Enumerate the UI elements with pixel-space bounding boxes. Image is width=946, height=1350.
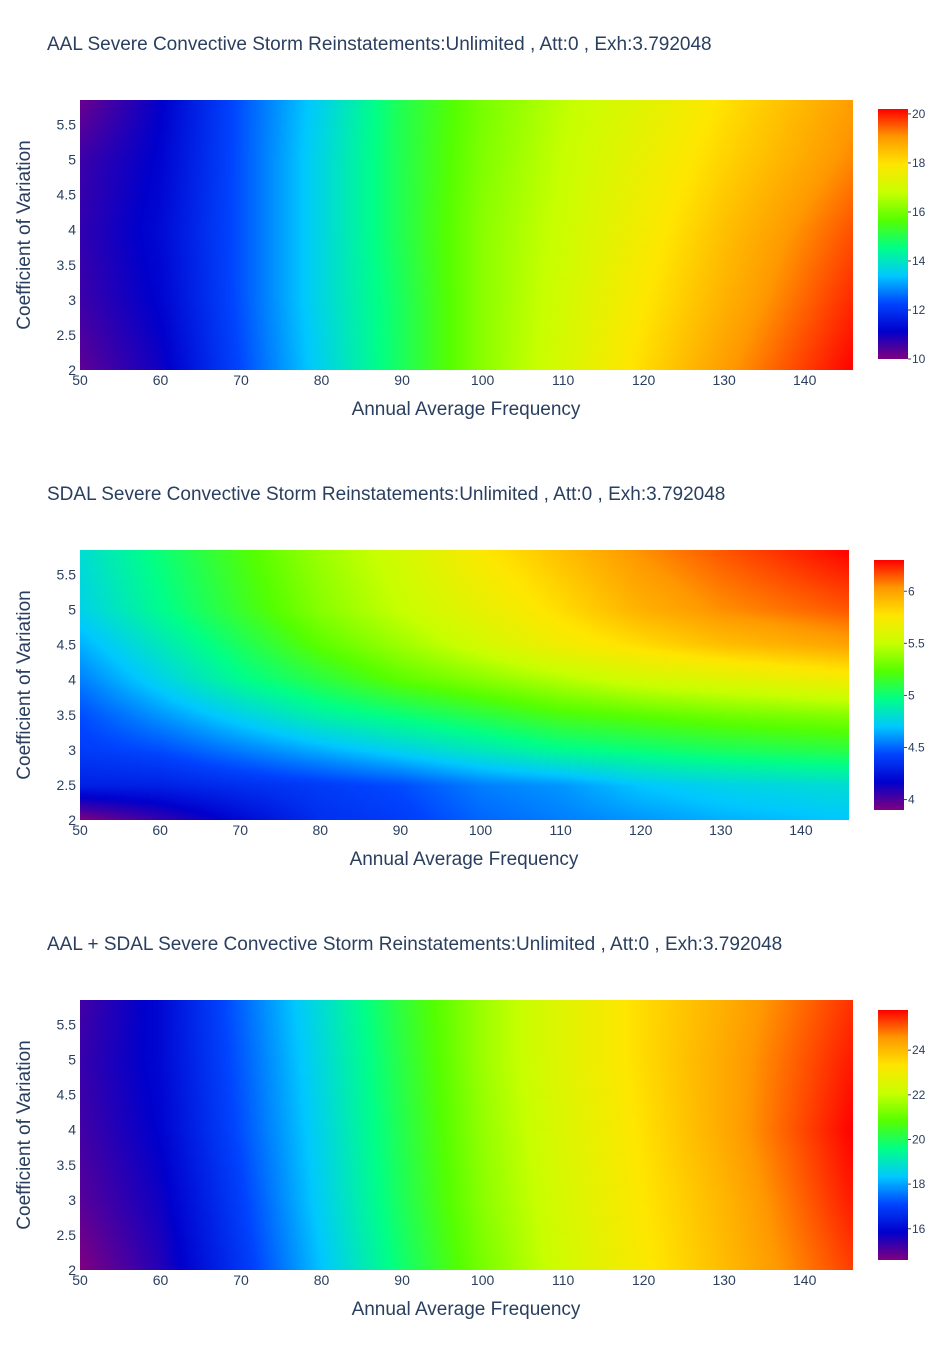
x-tick-label: 90 [394,372,410,388]
x-tick-label: 130 [709,822,733,838]
y-tick-label: 3.5 [57,707,77,723]
heatmap-surface [80,550,849,820]
x-tick-label: 90 [394,1272,410,1288]
y-tick-label: 4 [68,222,76,238]
colorbar-tick-label: 16 [912,1222,926,1236]
x-tick-label: 70 [232,822,248,838]
colorbar-tick-label: 5.5 [908,636,925,650]
x-axis-label: Annual Average Frequency [352,399,581,420]
colorbar-ticks: 10 12 14 16 18 20 [908,107,926,366]
y-tick-label: 4 [68,672,76,688]
x-tick-label: 130 [712,1272,736,1288]
colorbar-tick-label: 5 [908,688,915,702]
colorbar-tick-label: 4.5 [908,741,925,755]
colorbar-tick-label: 12 [912,303,926,317]
y-tick-label: 2 [68,812,76,828]
x-tick-label: 50 [72,372,88,388]
y-tick-label: 3 [68,742,76,758]
x-tick-label: 140 [793,1272,817,1288]
chart-title: AAL Severe Convective Storm Reinstatemen… [47,34,712,55]
y-axis-ticks: 2 2.5 3 3.5 4 4.5 5 5.5 [57,567,77,828]
y-tick-label: 3.5 [57,1157,77,1173]
x-tick-label: 70 [233,1272,249,1288]
heatmap-surface [80,1000,853,1270]
y-axis-label: Coefficient of Variation [14,590,35,779]
heatmap-surface [80,100,853,370]
y-tick-label: 5.5 [57,567,77,583]
x-axis-label: Annual Average Frequency [350,849,579,870]
x-tick-label: 120 [632,1272,656,1288]
colorbar-tick-label: 10 [912,352,926,366]
chart-panel-aal-plus-sdal: AAL + SDAL Severe Convective Storm Reins… [14,934,926,1320]
x-tick-label: 140 [793,372,817,388]
colorbar-tick-label: 24 [912,1043,926,1057]
x-tick-label: 60 [153,1272,169,1288]
colorbar-tick-label: 20 [912,107,926,121]
y-tick-label: 2.5 [57,327,77,343]
colorbar-tick-label: 14 [912,254,926,268]
colorbar-tick-label: 18 [912,156,926,170]
x-tick-label: 60 [153,372,169,388]
y-tick-label: 5 [68,1052,76,1068]
x-tick-label: 100 [469,822,493,838]
y-tick-label: 3 [68,292,76,308]
x-tick-label: 140 [789,822,813,838]
x-tick-label: 50 [72,822,88,838]
x-axis-ticks: 50 60 70 80 90 100 110 120 130 140 [72,372,816,388]
y-axis-ticks: 2 2.5 3 3.5 4 4.5 5 5.5 [57,117,77,378]
y-tick-label: 4.5 [57,637,77,653]
x-tick-label: 100 [471,1272,495,1288]
y-axis-label: Coefficient of Variation [14,140,35,329]
x-tick-label: 80 [314,1272,330,1288]
y-tick-label: 5.5 [57,1017,77,1033]
colorbar [874,560,904,810]
y-tick-label: 2.5 [57,777,77,793]
x-tick-label: 110 [552,372,575,388]
x-axis-label: Annual Average Frequency [352,1299,581,1320]
x-tick-label: 110 [552,1272,575,1288]
x-tick-label: 110 [549,822,572,838]
y-tick-label: 3 [68,1192,76,1208]
chart-panel-sdal: SDAL Severe Convective Storm Reinstateme… [14,484,925,870]
x-axis-ticks: 50 60 70 80 90 100 110 120 130 140 [72,1272,816,1288]
colorbar-tick-label: 20 [912,1132,926,1146]
colorbar-tick-label: 18 [912,1177,926,1191]
y-axis-ticks: 2 2.5 3 3.5 4 4.5 5 5.5 [57,1017,77,1278]
colorbar [878,1010,908,1260]
y-tick-label: 2 [68,1262,76,1278]
chart-panel-aal: AAL Severe Convective Storm Reinstatemen… [14,34,926,420]
colorbar-tick-label: 22 [912,1088,926,1102]
x-tick-label: 50 [72,1272,88,1288]
y-tick-label: 2 [68,362,76,378]
x-tick-label: 120 [629,822,653,838]
colorbar [878,109,908,359]
y-tick-label: 4.5 [57,187,77,203]
x-tick-label: 90 [393,822,409,838]
x-tick-label: 100 [471,372,495,388]
x-tick-label: 120 [632,372,656,388]
chart-title: SDAL Severe Convective Storm Reinstateme… [47,484,725,505]
y-tick-label: 5.5 [57,117,77,133]
x-tick-label: 60 [152,822,168,838]
x-axis-ticks: 50 60 70 80 90 100 110 120 130 140 [72,822,813,838]
colorbar-ticks: 4 4.5 5 5.5 6 [904,584,925,807]
x-tick-label: 80 [314,372,330,388]
y-tick-label: 2.5 [57,1227,77,1243]
x-tick-label: 130 [712,372,736,388]
colorbar-ticks: 16 18 20 22 24 [908,1043,926,1236]
colorbar-tick-label: 16 [912,205,926,219]
y-tick-label: 3.5 [57,257,77,273]
x-tick-label: 80 [313,822,329,838]
y-tick-label: 5 [68,602,76,618]
y-axis-label: Coefficient of Variation [14,1040,35,1229]
y-tick-label: 4.5 [57,1087,77,1103]
chart-title: AAL + SDAL Severe Convective Storm Reins… [47,934,782,955]
y-tick-label: 5 [68,152,76,168]
y-tick-label: 4 [68,1122,76,1138]
colorbar-tick-label: 4 [908,793,915,807]
colorbar-tick-label: 6 [908,584,915,598]
x-tick-label: 70 [233,372,249,388]
